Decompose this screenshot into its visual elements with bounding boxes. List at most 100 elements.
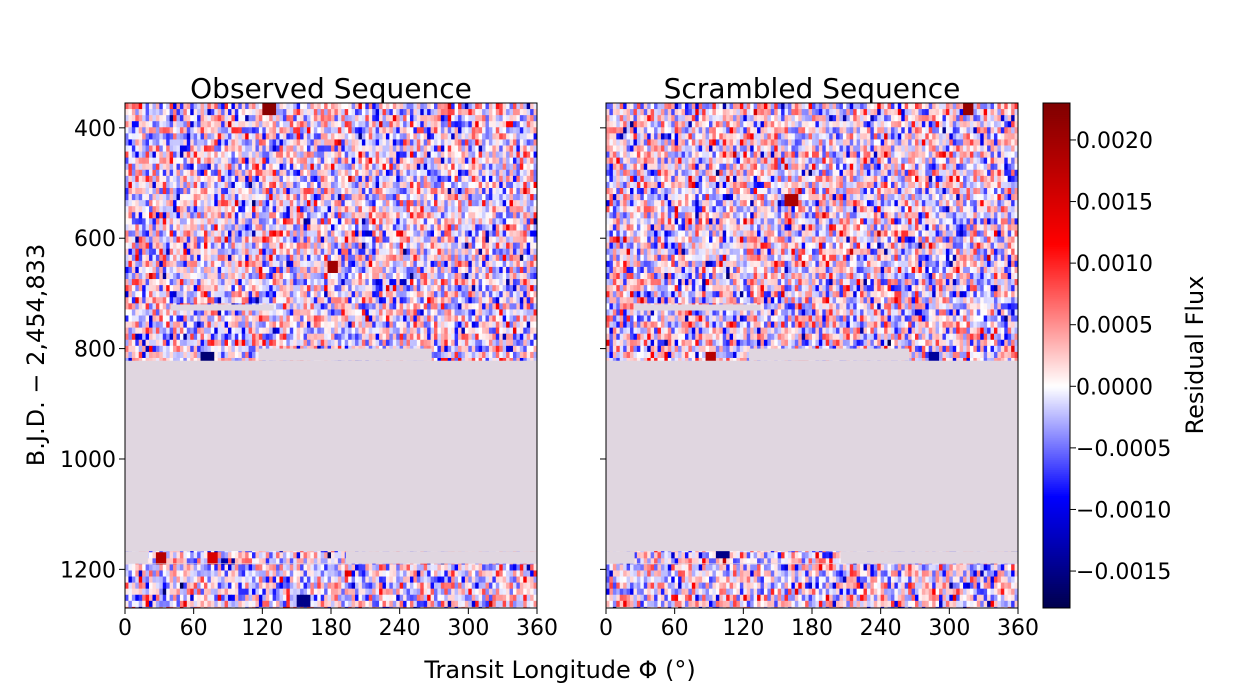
heat-cell	[331, 175, 335, 183]
heat-cell	[461, 236, 466, 244]
heat-cell	[523, 109, 528, 116]
heat-cell	[152, 327, 157, 335]
heat-cell	[282, 303, 287, 310]
heat-cell	[166, 212, 171, 219]
heat-cell	[427, 169, 431, 177]
heat-cell	[159, 242, 164, 250]
heat-cell	[231, 254, 236, 262]
heat-cell	[265, 169, 270, 177]
heat-cell	[434, 260, 438, 268]
heat-cell	[293, 194, 298, 201]
heat-cell	[444, 254, 449, 262]
heat-cell	[265, 315, 270, 322]
heat-cell	[279, 157, 284, 165]
heat-cell	[135, 351, 140, 359]
heat-cell	[403, 163, 407, 171]
heat-cell	[468, 315, 473, 322]
heat-cell	[303, 333, 308, 341]
heat-cell	[372, 187, 377, 195]
heat-cell	[125, 187, 129, 195]
heat-cell	[526, 194, 531, 201]
heat-cell	[279, 115, 284, 122]
heat-cell	[128, 157, 133, 165]
heat-cell	[173, 291, 177, 298]
heat-cell	[519, 236, 524, 244]
heat-cell	[293, 230, 298, 237]
heat-cell	[279, 145, 284, 152]
heat-cell	[355, 163, 359, 171]
heat-cell	[262, 315, 267, 322]
heat-cell	[228, 260, 232, 268]
heat-cell	[269, 151, 274, 159]
heat-cell	[197, 194, 201, 201]
heat-cell	[238, 297, 243, 304]
heat-cell	[241, 169, 246, 177]
heat-cell	[228, 315, 232, 322]
heat-cell	[471, 175, 476, 183]
heat-cell	[131, 103, 136, 110]
heat-cell	[282, 127, 287, 134]
heat-cell	[334, 103, 339, 110]
heat-cell	[207, 145, 212, 152]
heat-cell	[272, 151, 277, 159]
heat-cell	[533, 279, 537, 286]
heat-cell	[482, 279, 486, 286]
heat-cell	[471, 309, 476, 316]
heat-cell	[451, 194, 455, 201]
heat-cell	[427, 260, 431, 268]
heat-cell	[478, 285, 483, 292]
heat-cell	[217, 109, 222, 116]
heat-cell	[179, 315, 184, 322]
heat-cell	[217, 187, 222, 195]
heat-cell	[252, 121, 256, 128]
heat-cell	[186, 206, 191, 213]
heat-cell	[197, 297, 201, 304]
heat-cell	[138, 169, 143, 177]
heat-cell	[461, 272, 466, 280]
heat-cell	[248, 187, 253, 195]
heat-cell	[327, 303, 332, 310]
heat-cell	[197, 254, 201, 262]
heat-cell	[258, 266, 263, 274]
heat-cell	[434, 279, 438, 286]
heat-cell	[193, 218, 198, 225]
heat-cell	[166, 133, 171, 140]
heat-cell	[382, 145, 387, 152]
heat-cell	[334, 169, 339, 177]
heat-cell	[351, 285, 356, 292]
heat-cell	[495, 242, 500, 250]
heat-cell	[331, 248, 335, 256]
heat-cell	[447, 327, 452, 335]
heat-cell	[313, 127, 318, 134]
heat-cell	[197, 103, 201, 110]
heat-cell	[351, 303, 356, 310]
heat-cell	[142, 266, 146, 274]
heat-cell	[447, 242, 452, 250]
heat-cell	[221, 297, 225, 304]
heat-cell	[231, 291, 236, 298]
heat-cell	[258, 103, 263, 110]
heat-cell	[337, 260, 342, 268]
heat-cell	[282, 248, 287, 256]
heat-cell	[385, 236, 390, 244]
heat-cell	[228, 236, 232, 244]
heat-cell	[138, 200, 143, 207]
heat-cell	[145, 279, 150, 286]
heat-cell	[282, 200, 287, 207]
heat-cell	[372, 200, 377, 207]
heat-cell	[186, 212, 191, 219]
heat-cell	[379, 121, 383, 128]
heat-cell	[361, 127, 366, 134]
heat-cell	[344, 121, 349, 128]
heat-cell	[502, 260, 507, 268]
heat-cell	[145, 175, 150, 183]
heat-cell	[526, 303, 531, 310]
heat-cell	[523, 291, 528, 298]
heat-cell	[337, 163, 342, 171]
heat-cell	[361, 242, 366, 250]
heat-cell	[420, 121, 425, 128]
heat-cell	[509, 345, 514, 353]
heat-cell	[488, 115, 493, 122]
heat-cell	[303, 327, 308, 335]
heat-cell	[306, 254, 311, 262]
